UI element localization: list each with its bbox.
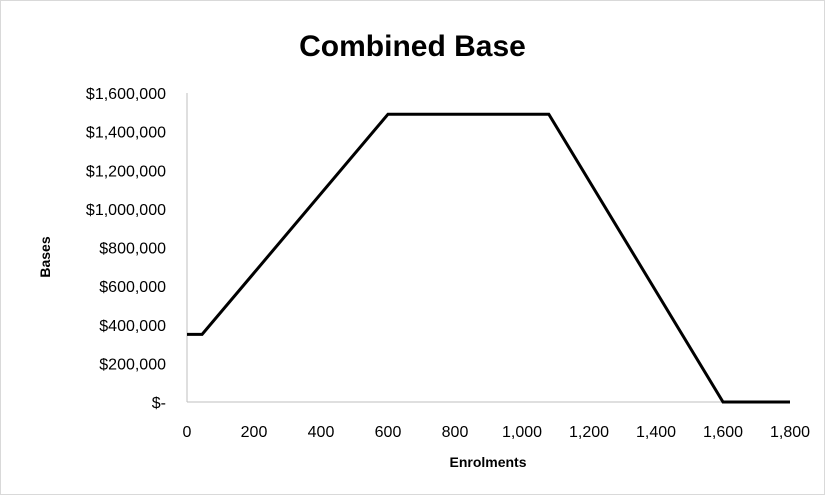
y-tick-label: $1,400,000: [86, 125, 166, 142]
series-line: [187, 112, 790, 404]
y-tick-label: $1,200,000: [86, 163, 166, 180]
x-tick-label: 0: [183, 424, 192, 441]
y-tick-label: $600,000: [99, 279, 166, 296]
x-tick-label: 200: [241, 424, 268, 441]
x-tick-label: 1,600: [703, 424, 743, 441]
y-tick-label: $1,600,000: [86, 86, 166, 103]
y-tick-label: $400,000: [99, 318, 166, 335]
y-tick-labels: $- $200,000 $400,000 $600,000 $800,000 $1,000…: [86, 86, 166, 412]
y-tick-label: $-: [152, 395, 166, 412]
chart-title: Combined Base: [299, 30, 526, 63]
x-axis-label: Enrolments: [449, 454, 527, 470]
y-tick-label: $1,000,000: [86, 202, 166, 219]
x-tick-label: 600: [375, 424, 402, 441]
axes-group: [186, 93, 790, 403]
x-tick-label: 1,400: [636, 424, 676, 441]
series-group: [187, 112, 790, 404]
x-tick-label: 800: [442, 424, 469, 441]
x-tick-label: 1,200: [569, 424, 609, 441]
x-tick-label: 1,000: [502, 424, 542, 441]
y-tick-label: $200,000: [99, 356, 166, 373]
y-tick-label: $800,000: [99, 241, 166, 258]
x-tick-labels: 0 200 400 600 800 1,000 1,200 1,400 1,600 1,800: [183, 424, 811, 441]
x-tick-label: 400: [308, 424, 335, 441]
x-tick-label: 1,800: [770, 424, 810, 441]
